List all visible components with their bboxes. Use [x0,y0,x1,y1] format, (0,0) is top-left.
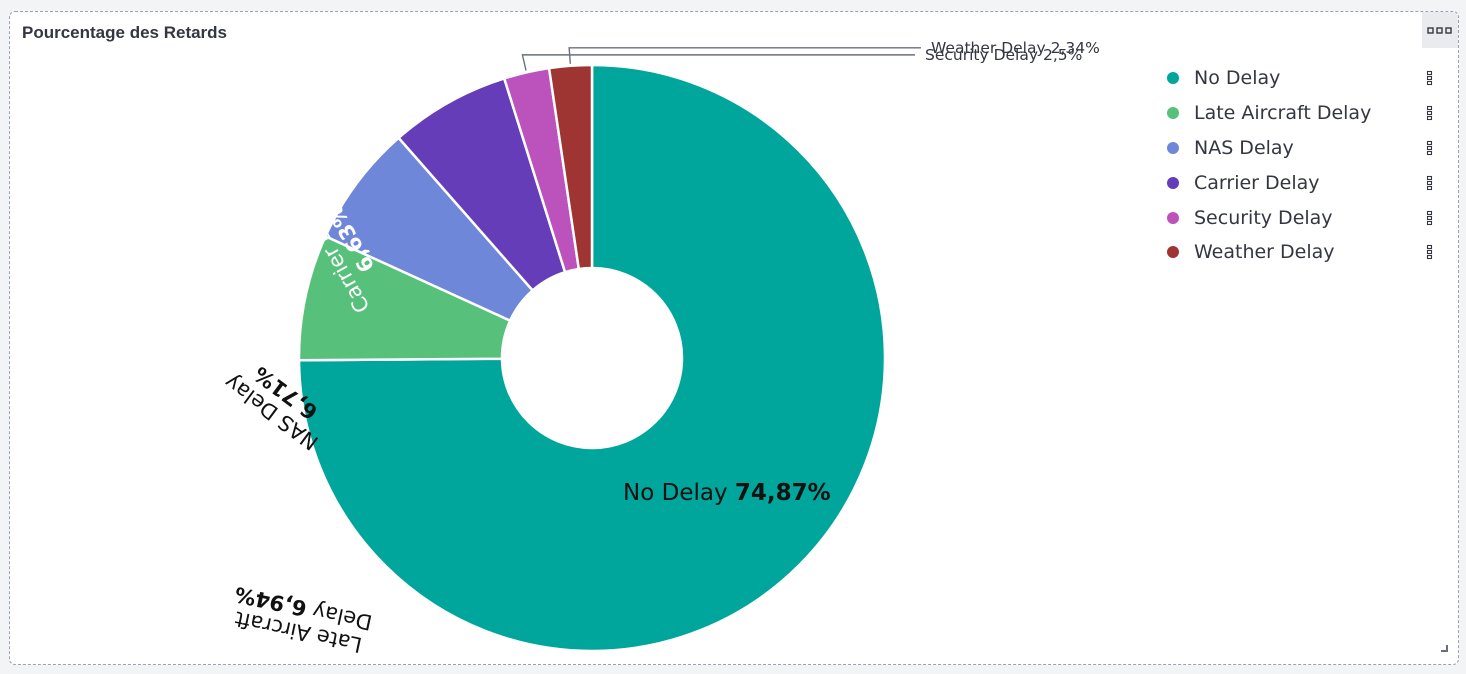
legend-color-dot [1167,141,1179,154]
legend-item-late-aircraft-delay[interactable]: Late Aircraft Delay [1163,96,1443,131]
pie-slice-weather-delay[interactable] [547,63,594,271]
legend-label: Late Aircraft Delay [1194,102,1372,125]
legend-item-menu-icon[interactable] [1425,70,1435,86]
legend-item-menu-icon[interactable] [1425,140,1435,156]
slice-label-no-delay: No Delay 74,87% [623,480,831,506]
ellipsis-icon [1427,27,1452,34]
label-leader-line-security-delay [521,54,915,71]
label-leader-line-weather-delay [568,47,921,64]
slice-label-late-aircraft-delay: Late AircraftDelay 6,94% [228,582,375,658]
legend-label: Carrier Delay [1194,171,1320,194]
legend-item-menu-icon[interactable] [1425,210,1435,226]
legend-color-dot [1167,176,1179,189]
legend-label: NAS Delay [1194,136,1294,159]
legend-item-security-delay[interactable]: Security Delay [1163,200,1443,235]
panel-title: Pourcentage des Retards [22,23,228,42]
legend-item-nas-delay[interactable]: NAS Delay [1163,131,1443,166]
resize-handle-icon[interactable] [1441,645,1448,652]
legend-color-dot [1167,107,1179,120]
chart-legend: No Delay Late Aircraft Delay NAS Delay Carr… [1163,61,1443,270]
legend-item-menu-icon[interactable] [1425,244,1435,260]
legend-label: No Delay [1194,67,1281,90]
legend-item-weather-delay[interactable]: Weather Delay [1163,235,1443,270]
panel-options-button[interactable] [1422,12,1458,48]
pie-slice-no-delay[interactable] [297,63,887,653]
legend-label: Security Delay [1194,206,1333,229]
legend-color-dot [1167,246,1179,259]
legend-color-dot [1167,72,1179,85]
slice-label-weather-delay: Weather Delay 2,34% [931,39,1100,57]
legend-item-no-delay[interactable]: No Delay [1163,61,1443,96]
legend-color-dot [1167,211,1179,224]
legend-item-carrier-delay[interactable]: Carrier Delay [1163,165,1443,200]
legend-item-menu-icon[interactable] [1425,175,1435,191]
slice-label-security-delay: Security Delay 2,5% [925,46,1082,64]
legend-item-menu-icon[interactable] [1425,105,1435,121]
legend-label: Weather Delay [1194,241,1335,264]
